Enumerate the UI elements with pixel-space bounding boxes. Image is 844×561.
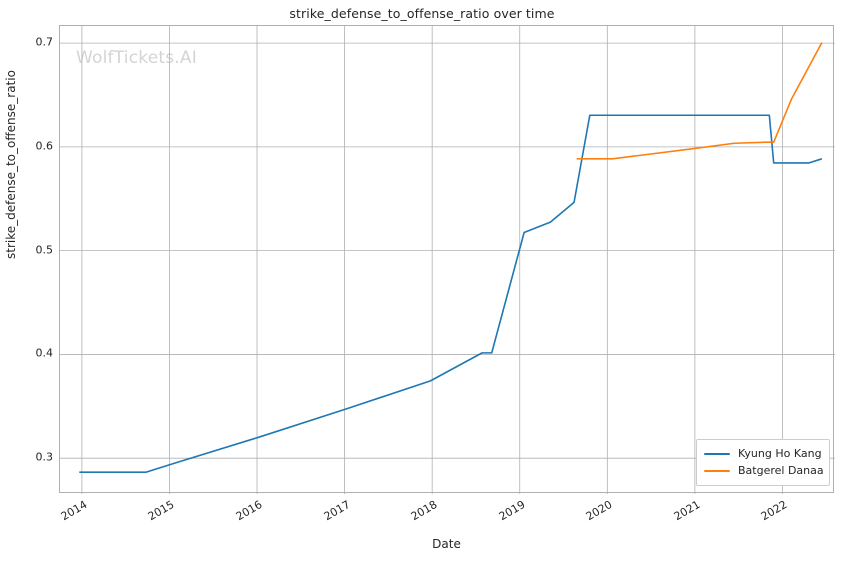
legend-label: Kyung Ho Kang — [738, 447, 822, 460]
x-tick-label: 2017 — [321, 498, 353, 524]
y-tick-label: 0.3 — [35, 450, 54, 464]
x-tick-label: 2020 — [584, 498, 615, 524]
y-axis-tick-labels: 0.3 0.4 0.5 0.6 0.7 — [0, 25, 54, 493]
y-tick-label: 0.4 — [35, 346, 54, 360]
x-tick-label: 2021 — [671, 498, 703, 524]
legend[interactable]: Kyung Ho Kang Batgerel Danaa — [696, 439, 830, 486]
chart-title: strike_defense_to_offense_ratio over tim… — [289, 6, 555, 21]
x-tick-label: 2018 — [408, 498, 440, 524]
plot-area: WolfTickets.AI — [59, 25, 835, 494]
legend-item[interactable]: Kyung Ho Kang — [704, 445, 822, 462]
legend-item[interactable]: Batgerel Danaa — [704, 462, 824, 479]
series-line — [79, 114, 823, 474]
y-tick-label: 0.5 — [35, 243, 54, 257]
watermark: WolfTickets.AI — [76, 48, 197, 68]
series-line — [576, 42, 823, 160]
legend-color-swatch — [704, 469, 730, 472]
x-tick-label: 2016 — [233, 498, 265, 524]
x-axis-tick-labels: 2014 2015 2016 2017 2018 2019 2020 2021 2022 — [59, 493, 834, 541]
x-tick-label: 2015 — [146, 498, 177, 524]
legend-label: Batgerel Danaa — [738, 464, 824, 477]
x-tick-label: 2014 — [58, 498, 90, 524]
x-axis-label: Date — [432, 537, 461, 551]
y-tick-label: 0.6 — [35, 139, 54, 153]
x-tick-label: 2022 — [759, 498, 790, 524]
y-tick-label: 0.7 — [35, 35, 54, 49]
grid-lines — [60, 26, 835, 494]
legend-color-swatch — [704, 452, 730, 455]
x-tick-label: 2019 — [496, 498, 528, 524]
series-lines — [79, 42, 823, 474]
